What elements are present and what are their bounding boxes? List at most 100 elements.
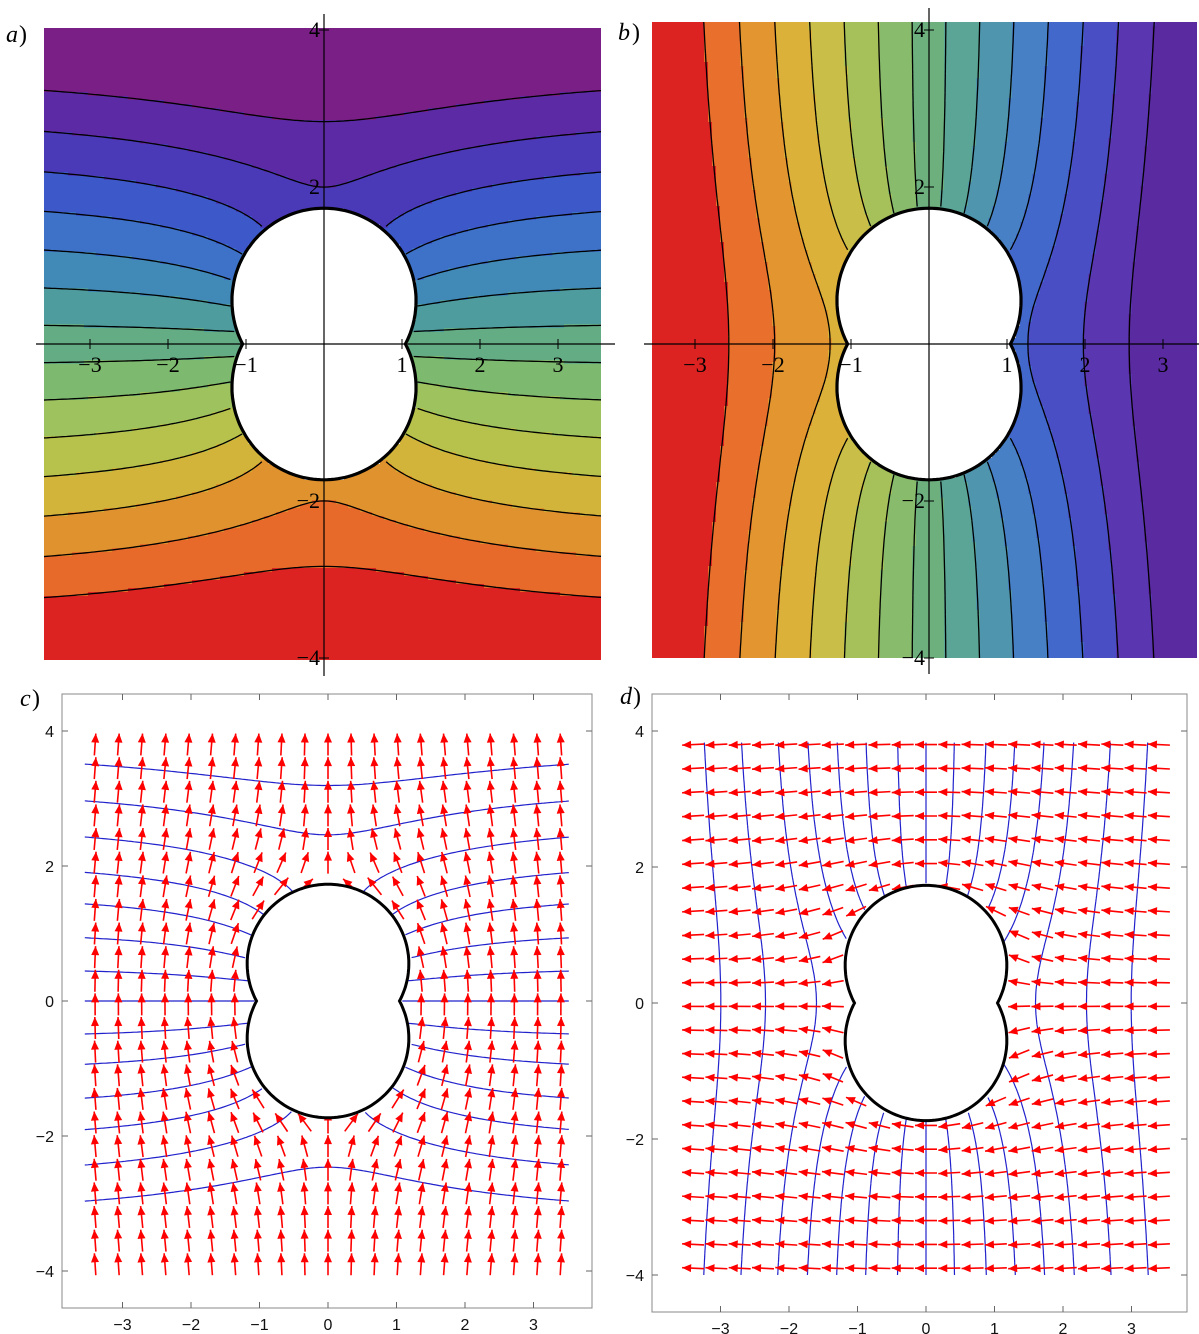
- contour-cell: [132, 416, 137, 421]
- contour-cell: [104, 152, 109, 157]
- contour-cell: [44, 396, 49, 401]
- contour-cell: [84, 436, 89, 441]
- contour-cell: [144, 76, 149, 81]
- contour-cell: [64, 164, 69, 169]
- contour-cell: [88, 416, 93, 421]
- contour-cell: [112, 252, 117, 257]
- contour-cell: [64, 484, 69, 489]
- contour-cell: [136, 348, 141, 353]
- contour-cell: [80, 504, 85, 509]
- contour-cell: [100, 492, 105, 497]
- contour-cell: [144, 644, 149, 649]
- contour-cell: [128, 604, 133, 609]
- contour-cell: [140, 328, 145, 333]
- contour-cell: [80, 428, 85, 433]
- contour-cell: [132, 164, 137, 169]
- contour-cell: [72, 512, 77, 517]
- contour-cell: [76, 640, 81, 645]
- contour-cell: [120, 208, 125, 213]
- contour-cell: [112, 472, 117, 477]
- contour-cell: [128, 36, 133, 41]
- contour-cell: [48, 208, 53, 213]
- contour-cell: [80, 200, 85, 205]
- contour-cell: [56, 524, 61, 529]
- contour-cell: [44, 264, 49, 269]
- contour-cell: [128, 224, 133, 229]
- contour-cell: [76, 504, 81, 509]
- contour-cell: [60, 312, 65, 317]
- contour-cell: [48, 296, 53, 301]
- contour-cell: [96, 552, 101, 557]
- contour-cell: [100, 528, 105, 533]
- contour-cell: [136, 368, 141, 373]
- contour-cell: [156, 200, 161, 205]
- contour-cell: [152, 368, 157, 373]
- contour-cell: [116, 476, 121, 481]
- contour-cell: [76, 512, 81, 517]
- contour-cell: [148, 580, 153, 585]
- contour-cell: [120, 280, 125, 285]
- contour-cell: [92, 164, 97, 169]
- contour-cell: [48, 212, 53, 217]
- contour-cell: [92, 240, 97, 245]
- contour-cell: [84, 412, 89, 417]
- contour-cell: [104, 524, 109, 529]
- contour-cell: [136, 636, 141, 641]
- contour-cell: [160, 280, 165, 285]
- contour-cell: [160, 164, 165, 169]
- panel-label-c-paren: ): [32, 686, 40, 712]
- contour-cell: [92, 312, 97, 317]
- contour-cell: [164, 176, 169, 181]
- contour-cell: [92, 488, 97, 493]
- contour-cell: [96, 152, 101, 157]
- contour-cell: [76, 28, 81, 33]
- contour-cell: [80, 392, 85, 397]
- contour-cell: [164, 644, 169, 649]
- contour-cell: [140, 536, 145, 541]
- contour-cell: [152, 620, 157, 625]
- contour-cell: [72, 120, 77, 125]
- contour-cell: [96, 208, 101, 213]
- contour-cell: [164, 380, 169, 385]
- contour-cell: [48, 408, 53, 413]
- contour-cell: [132, 160, 137, 165]
- contour-cell: [136, 548, 141, 553]
- contour-cell: [108, 272, 113, 277]
- contour-cell: [68, 276, 73, 281]
- contour-cell: [136, 36, 141, 41]
- contour-cell: [44, 76, 49, 81]
- contour-cell: [140, 172, 145, 177]
- contour-cell: [84, 640, 89, 645]
- contour-cell: [128, 52, 133, 57]
- contour-cell: [156, 104, 161, 109]
- contour-cell: [96, 548, 101, 553]
- contour-cell: [56, 648, 61, 653]
- contour-cell: [164, 28, 169, 33]
- contour-cell: [108, 564, 113, 569]
- contour-cell: [72, 492, 77, 497]
- contour-cell: [104, 88, 109, 93]
- contour-cell: [80, 596, 85, 601]
- contour-cell: [64, 44, 69, 49]
- contour-cell: [64, 524, 69, 529]
- contour-cell: [148, 316, 153, 321]
- contour-cell: [124, 344, 129, 349]
- contour-cell: [124, 196, 129, 201]
- contour-cell: [168, 88, 173, 93]
- contour-cell: [128, 464, 133, 469]
- contour-cell: [96, 260, 101, 265]
- contour-cell: [72, 284, 77, 289]
- contour-cell: [96, 224, 101, 229]
- contour-cell: [136, 84, 141, 89]
- contour-cell: [136, 264, 141, 269]
- contour-cell: [116, 648, 121, 653]
- contour-cell: [108, 392, 113, 397]
- contour-cell: [100, 428, 105, 433]
- contour-cell: [168, 320, 173, 325]
- contour-cell: [100, 464, 105, 469]
- contour-cell: [116, 92, 121, 97]
- contour-cell: [48, 652, 53, 657]
- contour-cell: [64, 600, 69, 605]
- contour-cell: [68, 404, 73, 409]
- contour-cell: [136, 336, 141, 341]
